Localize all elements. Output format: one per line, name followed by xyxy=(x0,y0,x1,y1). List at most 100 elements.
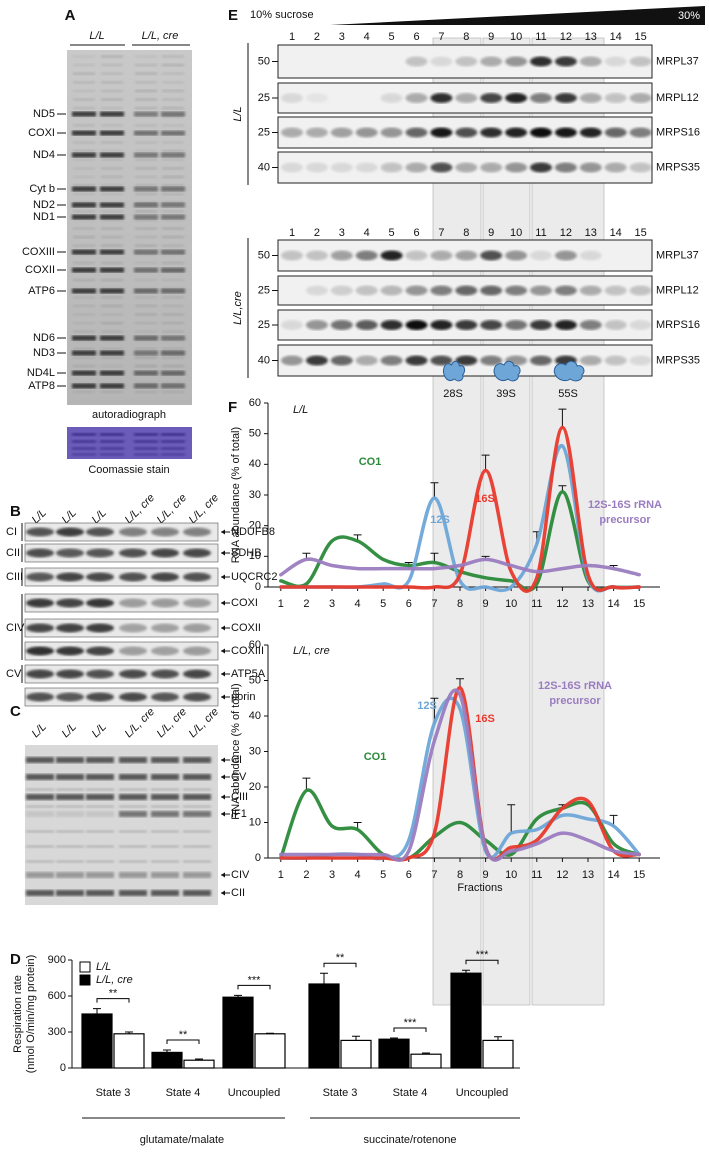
bar xyxy=(482,1039,514,1069)
gel-band xyxy=(73,218,95,222)
band-label: IF1 xyxy=(231,808,247,820)
bar xyxy=(222,996,254,1069)
gel-band xyxy=(56,872,84,878)
blot-band xyxy=(86,527,114,537)
marker-label: 25 xyxy=(258,92,270,104)
gel-band xyxy=(86,860,114,863)
gel-band xyxy=(161,267,185,273)
protein-label: MRPS16 xyxy=(656,319,700,331)
gel-band xyxy=(183,890,211,896)
x-tick-label: 4 xyxy=(355,869,361,881)
gel-band xyxy=(162,141,184,144)
gel-band xyxy=(86,794,114,800)
fraction-number: 5 xyxy=(389,31,395,43)
x-tick-label: 4 xyxy=(355,598,361,610)
blot-band xyxy=(629,320,652,330)
blot-band xyxy=(330,127,353,138)
x-tick-label: State 3 xyxy=(96,1087,131,1099)
x-tick-label: 6 xyxy=(406,869,412,881)
error-bar xyxy=(430,482,439,499)
gel-band xyxy=(161,288,185,294)
blot-band xyxy=(430,250,453,261)
x-tick-label: 13 xyxy=(582,598,594,610)
coomassie-band xyxy=(161,440,185,443)
gel-band xyxy=(86,845,114,848)
gel-band xyxy=(72,152,96,158)
gel-band xyxy=(162,209,184,213)
arrow-head xyxy=(221,574,225,580)
blot-band xyxy=(26,692,54,702)
gel-band xyxy=(73,381,95,385)
blot-band xyxy=(86,692,114,702)
gel-band xyxy=(73,123,95,127)
lane-header: L/L xyxy=(89,30,104,42)
error-bar xyxy=(320,972,328,984)
blot-band xyxy=(554,320,577,330)
blot-band xyxy=(455,285,478,296)
fraction-number: 1 xyxy=(289,227,295,239)
gel-band xyxy=(86,757,114,763)
x-tick-label: 12 xyxy=(556,869,568,881)
series-label: CO1 xyxy=(364,751,387,763)
blot-band xyxy=(119,646,147,656)
gel-band xyxy=(134,288,158,294)
blot-band xyxy=(530,162,552,173)
coomassie-band xyxy=(100,453,124,456)
gel-band xyxy=(135,364,157,368)
gel-band xyxy=(26,794,54,800)
blot-band xyxy=(430,56,453,67)
lane-header: L/L, cre xyxy=(123,706,157,740)
blot-band xyxy=(505,56,528,67)
blot-band xyxy=(554,162,577,173)
blot-band xyxy=(505,320,528,330)
blot-band xyxy=(604,127,627,138)
y-tick-label: 0 xyxy=(255,852,261,864)
gel-band xyxy=(72,335,96,341)
fraction-number: 1 xyxy=(289,31,295,43)
gel-band xyxy=(162,175,184,179)
x-tick-label: 3 xyxy=(329,869,335,881)
gel-band xyxy=(56,811,84,817)
blot-band xyxy=(480,93,503,103)
gel-band xyxy=(101,244,123,248)
gel-band xyxy=(100,267,124,273)
band-label: COXIII xyxy=(22,246,55,258)
blot-band xyxy=(151,548,179,558)
gel-band xyxy=(73,227,95,230)
blot-band xyxy=(505,250,528,261)
blot-band xyxy=(405,250,428,261)
fraction-number: 2 xyxy=(314,227,320,239)
gel-band xyxy=(101,192,123,196)
fraction-number: 13 xyxy=(585,31,597,43)
gel-band xyxy=(162,106,184,110)
gel-band xyxy=(73,80,95,84)
arrow-head xyxy=(221,550,225,556)
coomassie-band xyxy=(100,440,124,443)
gel-band xyxy=(72,186,96,192)
bar xyxy=(378,1038,410,1069)
gel-band xyxy=(151,872,179,878)
gel-band xyxy=(73,55,95,58)
gel-band xyxy=(100,335,124,341)
gel-band xyxy=(73,106,95,110)
blot-band xyxy=(480,127,503,138)
gel-band xyxy=(101,235,123,239)
blot-band xyxy=(380,127,403,138)
gel-band xyxy=(86,805,114,808)
gel-band xyxy=(73,158,95,162)
protein-label: NDUFB8 xyxy=(231,526,275,538)
gel-band xyxy=(151,774,179,780)
y-tick-label: 10 xyxy=(249,816,261,828)
protein-label: MRPL12 xyxy=(656,284,699,296)
gel-band xyxy=(162,235,184,239)
gel-band xyxy=(73,63,95,67)
protein-label: COXI xyxy=(231,597,258,609)
gradient-label: 10% sucrose xyxy=(250,9,314,21)
error-bar xyxy=(390,1037,398,1040)
gel-band xyxy=(135,321,157,325)
gel-band xyxy=(134,111,158,117)
gel-band xyxy=(161,383,185,389)
protein-label: MRPS35 xyxy=(656,161,700,173)
error-bar xyxy=(195,1058,203,1061)
gel-band xyxy=(162,63,184,67)
